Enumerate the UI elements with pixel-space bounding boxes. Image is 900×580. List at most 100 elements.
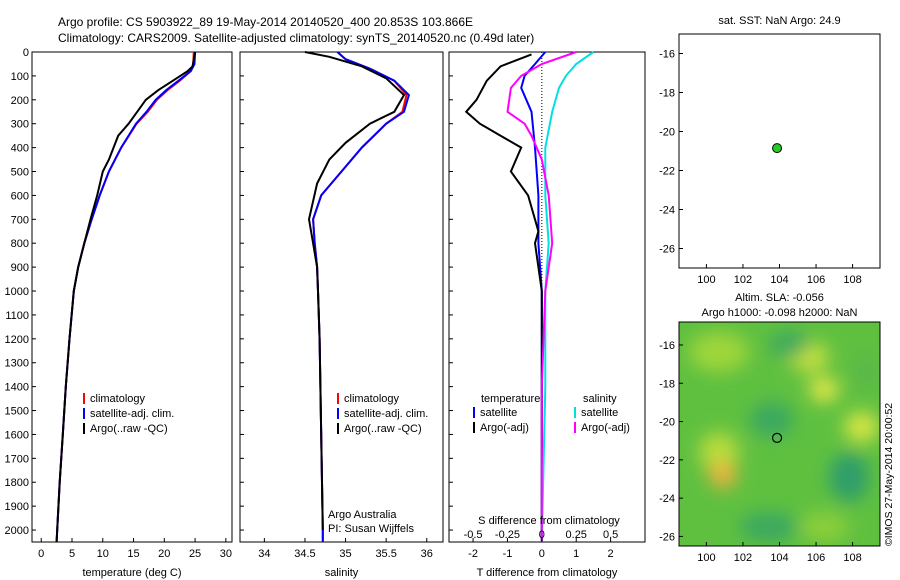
sst-map-y-tick-label: -20 (659, 127, 675, 139)
sla-region-11 (854, 352, 879, 392)
legend-heading-temperature: temperature (481, 393, 540, 405)
depth-tick-label: 900 (11, 262, 29, 274)
depth-tick-label: 1800 (5, 477, 29, 489)
difference-top-tick-label: -0.25 (495, 529, 520, 541)
difference-x-tick-label: 0 (539, 548, 545, 560)
sla-title-line-1: Altim. SLA: -0.056 (735, 292, 824, 304)
sst-map-panel: 100 102 104 106 108 -16 -18 -20 -22 -24 -26 sat. SS… (659, 15, 881, 286)
difference-frame (448, 51, 646, 543)
depth-tick-label: 1500 (5, 406, 29, 418)
sst-map-x-tick-label: 108 (843, 274, 861, 286)
depth-tick-label: 1600 (5, 429, 29, 441)
header-line-1: Argo profile: CS 5903922_89 19-May-2014 … (58, 15, 473, 29)
sla-map-y-tick-label: -20 (659, 417, 675, 429)
series-line-1 (464, 53, 543, 542)
sla-map-x-tick-label: 100 (697, 552, 715, 564)
depth-tick-label: 1900 (5, 501, 29, 513)
sla-region-3 (844, 412, 879, 442)
sla-map-x-tick-label: 108 (843, 552, 861, 564)
difference-salinity-legend-label: Argo(-adj) (581, 422, 630, 434)
difference-xlabel: T difference from climatology (477, 567, 618, 579)
sst-map-x-tick-label: 104 (770, 274, 788, 286)
sla-region-2 (809, 377, 839, 402)
sla-map-y-tick-label: -22 (659, 455, 675, 467)
imos-credit: ©IMOS 27-May-2014 20:00:52 (883, 403, 895, 546)
depth-tick-label: 100 (11, 71, 29, 83)
depth-tick-label: 1400 (5, 382, 29, 394)
sst-map-y-tick-label: -26 (659, 244, 675, 256)
sla-map-y-tick-label: -18 (659, 378, 675, 390)
temperature-x-tick-label: 25 (189, 548, 201, 560)
depth-tick-label: 200 (11, 95, 29, 107)
salinity-frame (239, 51, 444, 543)
sla-map-panel: 100 102 104 106 108 -16 -18 -20 -22 -24 -26 Altim. … (659, 292, 881, 564)
sla-map-y-tick-label: -24 (659, 493, 675, 505)
sla-field (689, 332, 879, 542)
salinity-xlabel: salinity (325, 567, 359, 579)
depth-tick-label: 400 (11, 143, 29, 155)
sla-map-y-tick-label: -26 (659, 531, 675, 543)
depth-tick-label: 800 (11, 238, 29, 250)
salinity-legend-label: satellite-adj. clim. (344, 408, 428, 420)
annotation-line-2: PI: Susan Wijffels (328, 523, 414, 535)
sst-map-x-tick-label: 100 (697, 274, 715, 286)
depth-tick-label: 1200 (5, 334, 29, 346)
difference-x-tick-label: 2 (608, 548, 614, 560)
argo-location-dot (772, 143, 783, 154)
sst-map-x-tick-label: 102 (734, 274, 752, 286)
temperature-x-tick-label: 0 (38, 548, 44, 560)
difference-temperature-legend-label: Argo(-adj) (480, 422, 529, 434)
sla-region-6 (699, 432, 739, 472)
series-line-2 (540, 51, 594, 543)
sst-map-y-tick-label: -16 (659, 49, 675, 61)
depth-tick-label: 500 (11, 167, 29, 179)
sla-region-0 (689, 332, 749, 372)
sla-title-line-2: Argo h1000: -0.098 h2000: NaN (702, 307, 858, 319)
depth-tick-label: 700 (11, 214, 29, 226)
sla-region-8 (739, 512, 799, 542)
salinity-x-tick-label: 34.5 (294, 548, 315, 560)
salinity-x-tick-label: 35 (339, 548, 351, 560)
depth-tick-label: 600 (11, 190, 29, 202)
depth-tick-label: 1100 (5, 310, 29, 322)
depth-tick-label: 1700 (5, 453, 29, 465)
series-line-2 (55, 51, 197, 543)
salinity-x-tick-label: 34 (258, 548, 270, 560)
temperature-legend-label: Argo(..raw -QC) (90, 423, 168, 435)
series-line-3 (506, 51, 577, 542)
temperature-legend-label: climatology (90, 393, 146, 405)
difference-top-tick-label: 0 (539, 529, 545, 541)
salinity-legend-label: climatology (344, 393, 400, 405)
sla-region-4 (749, 402, 794, 437)
difference-x-tick-label: 1 (573, 548, 579, 560)
sla-region-5 (829, 452, 869, 502)
series-line-0 (55, 51, 195, 543)
difference-temperature-legend-label: satellite (480, 407, 517, 419)
difference-top-tick-label: -0.5 (464, 529, 483, 541)
sst-map-y-tick-label: -24 (659, 205, 675, 217)
series-line-0 (312, 51, 408, 542)
difference-salinity-legend-label: satellite (581, 407, 618, 419)
salinity-x-tick-label: 35.5 (375, 548, 396, 560)
temperature-xlabel: temperature (deg C) (82, 567, 181, 579)
sla-map-x-tick-label: 106 (807, 552, 825, 564)
difference-top-label: S difference from climatology (478, 515, 620, 527)
difference-panel: -2 -1 0 1 2 T difference from climatology S di… (448, 51, 646, 579)
difference-x-tick-label: -1 (503, 548, 513, 560)
salinity-legend-label: Argo(..raw -QC) (344, 423, 422, 435)
depth-tick-label: 2000 (5, 525, 29, 537)
depth-tick-label: 1300 (5, 358, 29, 370)
temperature-x-tick-label: 20 (158, 548, 170, 560)
salinity-panel: 34 34.5 35 35.5 36 salinity climatology satelli… (239, 51, 444, 579)
salinity-x-tick-label: 36 (421, 548, 433, 560)
legend-heading-salinity: salinity (583, 393, 617, 405)
depth-tick-label: 0 (23, 47, 29, 59)
sla-region-9 (799, 512, 849, 542)
difference-top-tick-label: 0.5 (603, 529, 618, 541)
depth-tick-label: 1000 (5, 286, 29, 298)
header-line-2: Climatology: CARS2009. Satellite-adjuste… (58, 31, 534, 45)
difference-top-tick-label: 0.25 (566, 529, 587, 541)
sst-map-y-tick-label: -22 (659, 166, 675, 178)
temperature-x-tick-label: 30 (220, 548, 232, 560)
